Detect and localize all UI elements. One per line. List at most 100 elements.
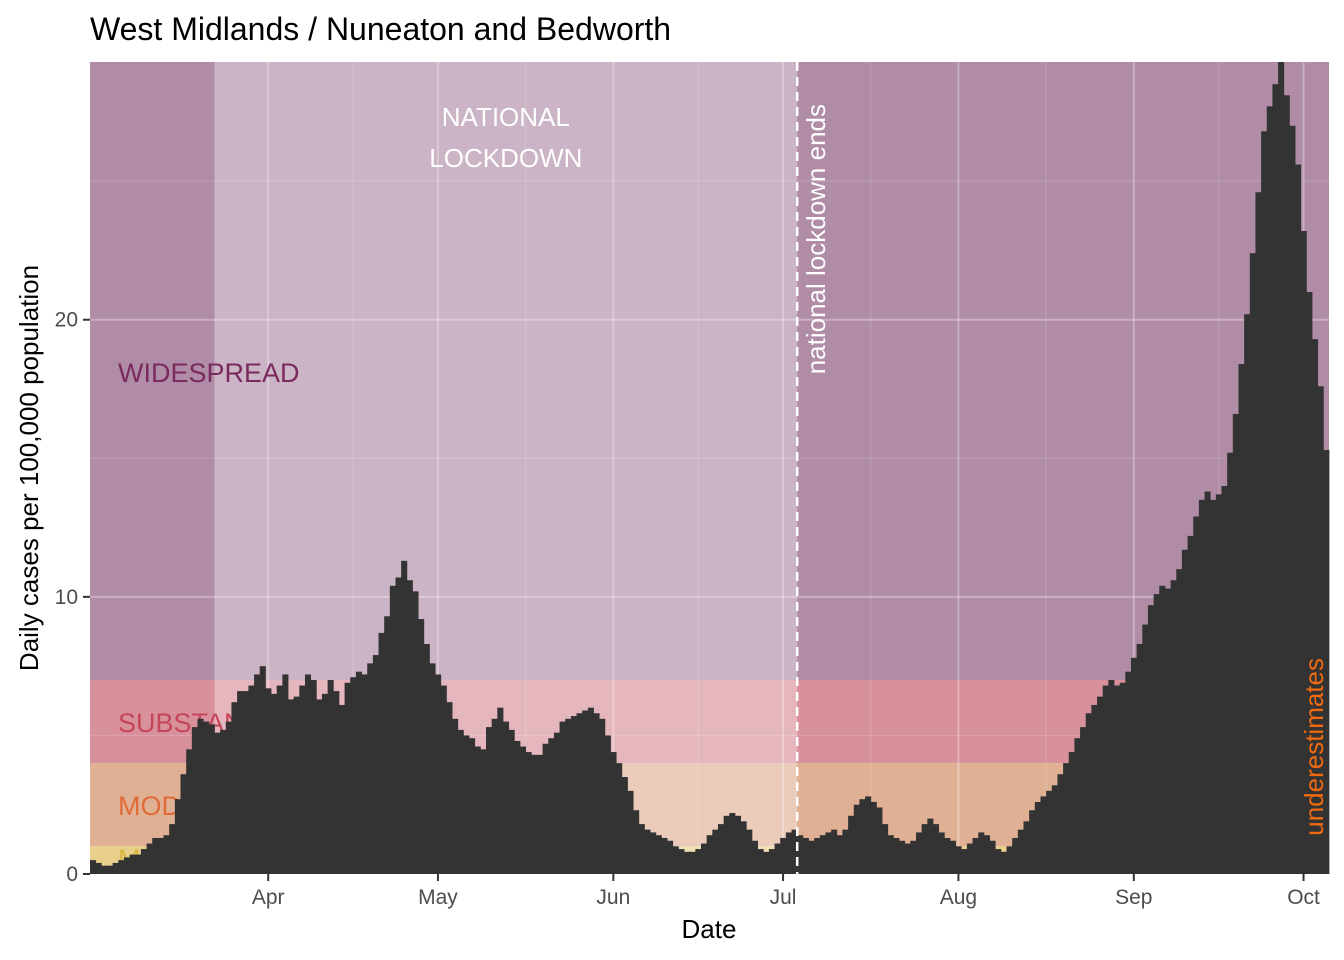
bar xyxy=(695,849,702,874)
bar xyxy=(1034,801,1041,874)
bar xyxy=(1012,837,1019,874)
bar xyxy=(1136,643,1143,874)
bar xyxy=(853,804,860,874)
bar xyxy=(819,835,826,874)
bar xyxy=(831,829,838,874)
bar xyxy=(276,685,283,874)
bar xyxy=(899,840,906,874)
bar xyxy=(927,818,934,874)
bar xyxy=(1085,713,1092,874)
bar xyxy=(870,801,877,874)
bar xyxy=(446,702,453,874)
bar xyxy=(729,813,736,874)
bar xyxy=(1238,364,1245,874)
bar xyxy=(785,832,792,874)
bar xyxy=(282,674,289,874)
bar xyxy=(802,837,809,874)
band-label-widespread: WIDESPREAD xyxy=(118,358,300,388)
bar xyxy=(1147,605,1155,874)
bar xyxy=(616,763,623,874)
bar xyxy=(95,862,102,874)
bar xyxy=(576,713,583,874)
lockdown-label-line2: LOCKDOWN xyxy=(429,143,582,173)
bar xyxy=(372,655,379,874)
bar xyxy=(299,685,306,874)
bar xyxy=(186,749,193,874)
bar xyxy=(865,796,872,874)
bar xyxy=(1249,253,1256,874)
y-tick-label: 0 xyxy=(66,863,78,886)
bar xyxy=(955,846,962,874)
bar xyxy=(621,777,628,874)
bar xyxy=(983,835,990,874)
bar xyxy=(1244,314,1251,874)
bar xyxy=(1266,106,1273,874)
bar xyxy=(254,674,261,874)
bar xyxy=(1063,763,1070,874)
bar xyxy=(519,746,527,874)
bar xyxy=(916,832,923,874)
bar xyxy=(1051,785,1058,874)
bar xyxy=(237,691,244,874)
bar xyxy=(712,829,719,874)
bar xyxy=(452,718,459,874)
bar xyxy=(542,743,549,874)
bar xyxy=(910,840,917,874)
bar xyxy=(338,704,345,874)
bar xyxy=(536,754,544,874)
bar xyxy=(893,837,900,874)
bar xyxy=(582,710,589,874)
bar xyxy=(757,849,764,874)
bar xyxy=(316,699,323,874)
bar xyxy=(180,774,187,874)
bar xyxy=(123,857,131,874)
bar xyxy=(129,854,136,874)
bar xyxy=(474,746,481,874)
lockdown-end-label: national lockdown ends xyxy=(801,104,831,374)
bar xyxy=(412,591,419,874)
x-tick-label: Aug xyxy=(940,886,977,909)
bar xyxy=(746,829,753,874)
bar xyxy=(706,835,713,874)
bar xyxy=(406,580,413,874)
bar xyxy=(1153,594,1160,874)
bar xyxy=(797,835,804,874)
bar xyxy=(655,835,662,874)
bar xyxy=(882,824,889,874)
bar xyxy=(887,835,894,874)
lockdown-label-line1: NATIONAL xyxy=(442,102,570,132)
x-tick-label: May xyxy=(418,886,458,909)
bar xyxy=(203,721,210,874)
bar xyxy=(457,729,464,874)
bar xyxy=(989,840,996,874)
bar xyxy=(859,799,866,874)
bar xyxy=(1164,588,1171,874)
bar xyxy=(350,677,357,874)
bar xyxy=(593,713,600,874)
bar xyxy=(667,840,674,874)
bar xyxy=(288,699,295,874)
bar xyxy=(508,729,515,874)
bar xyxy=(570,716,577,874)
bar xyxy=(1017,829,1024,874)
y-tick-label: 20 xyxy=(55,309,78,332)
bar xyxy=(271,693,278,874)
bar xyxy=(531,754,538,874)
bar xyxy=(152,837,159,874)
bar xyxy=(321,693,329,874)
bar xyxy=(587,707,594,874)
bar xyxy=(140,849,147,874)
bar xyxy=(1091,704,1098,874)
bar xyxy=(118,860,125,874)
bar xyxy=(310,680,317,874)
bar xyxy=(1272,84,1279,874)
x-tick-label: Sep xyxy=(1115,886,1152,909)
bar xyxy=(220,729,227,874)
bar xyxy=(1300,231,1307,874)
bar xyxy=(548,738,555,874)
bar xyxy=(1130,657,1138,874)
bar xyxy=(423,643,430,874)
bar xyxy=(972,837,979,874)
bar xyxy=(327,680,334,874)
bar xyxy=(1295,164,1302,874)
